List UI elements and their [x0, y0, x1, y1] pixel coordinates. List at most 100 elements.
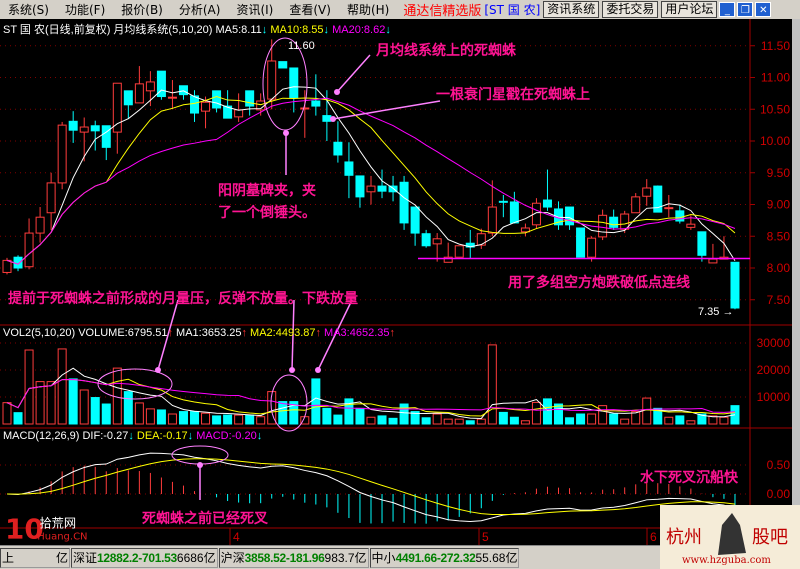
candle-up [432, 238, 442, 245]
annotation-volume: 提前于死蜘蛛之前形成的月量压，反弹不放量。下跌放量 [8, 291, 358, 307]
volume-bar [542, 398, 552, 425]
candle-up [112, 82, 122, 133]
status-sz[interactable]: 深证12882.2-701.536686亿 [71, 547, 218, 568]
volume-bar [344, 398, 354, 425]
chart-background [0, 19, 800, 545]
volume-header: VOL2(5,10,20) VOLUME:6795.51↑ MA1:3653.2… [3, 327, 395, 339]
status-zx[interactable]: 中小4491.66-272.3255.68亿 [369, 547, 520, 568]
annotation-macd-dead-cross: 死蜘蛛之前已经死叉 [142, 511, 268, 527]
kline-chart[interactable]: 11.50 11.00 10.50 10.00 9.50 9.00 8.50 8.00 7.50… [0, 19, 800, 545]
candle-up [35, 216, 45, 234]
menu-quote[interactable]: 报价(B) [121, 3, 163, 17]
forum-button[interactable]: 用户论坛 [661, 1, 718, 18]
annotation-arrow [291, 299, 295, 371]
volume-bar [377, 415, 387, 425]
candle-down [542, 199, 552, 208]
volume-bar [167, 413, 177, 425]
menu-view[interactable]: 查看(V) [289, 3, 331, 17]
minimize-icon[interactable]: _ [719, 2, 736, 17]
svg-text:www.hzguba.com: www.hzguba.com [682, 555, 771, 566]
candle-down [101, 125, 111, 148]
annotation-doji: 一根衰门星戳在死蜘蛛上 [436, 87, 590, 103]
volume-bar [410, 411, 420, 425]
volume-bar [212, 415, 222, 425]
volume-bar [498, 411, 508, 425]
candle-down [190, 95, 200, 114]
volume-bar [201, 412, 211, 425]
stock-name: [ST 国 农] [484, 3, 541, 17]
volume-bar [223, 414, 233, 425]
annotation-dead-spider: 月均线系统上的死蜘蛛 [376, 43, 516, 59]
volume-bar [333, 414, 343, 425]
dea-line [6, 458, 736, 516]
arrow-head-icon [330, 116, 336, 122]
candle-down [311, 100, 321, 107]
volume-bar [2, 402, 12, 425]
volume-bar [642, 397, 652, 425]
menu-function[interactable]: 功能(F) [64, 3, 106, 17]
candle-down [344, 161, 354, 176]
volume-bar [609, 413, 619, 425]
candle-down [289, 67, 299, 99]
candle-down [68, 120, 78, 131]
highlight-ellipse [262, 37, 308, 131]
highlight-ellipse [97, 368, 173, 400]
svg-text:股吧: 股吧 [752, 527, 788, 548]
volume-bar [686, 420, 696, 425]
candle-down [730, 261, 740, 309]
annotation-arrow [332, 100, 441, 120]
restore-icon[interactable]: ❐ [737, 2, 754, 17]
price-tick-label: 11.00 [761, 71, 790, 85]
volume-bar [708, 415, 718, 425]
annotation-tombstone-1: 阳阴墓碑夹，夹 [218, 183, 316, 199]
arrow-down-icon: ↓ [261, 24, 268, 36]
macd-tick-label: 0.00 [767, 487, 791, 501]
ma20-line [6, 97, 736, 265]
arrow-down-icon: ↓ [385, 24, 391, 36]
candle-down [223, 105, 233, 119]
volume-bar [565, 417, 575, 425]
candle-down [576, 227, 586, 258]
candle-down [609, 216, 619, 228]
ma5-readout: MA5:8.11 [215, 24, 262, 36]
candle-down [410, 206, 420, 234]
chart-title: ST 国 农(日线,前复权) 月均线系统(5,10,20) [3, 24, 213, 36]
candle-down [697, 231, 707, 256]
candle-up [145, 81, 155, 92]
high-price-label: 11.60 [288, 40, 315, 52]
vol-ma1-readout: MA1:3653.25 [176, 327, 242, 339]
annotation-breakdown: 用了多组空方炮跌破低点连线 [508, 275, 690, 291]
price-tick-label: 8.50 [767, 229, 791, 243]
vol-ma3-readout: MA3:4652.35 [324, 327, 390, 339]
menu-help[interactable]: 帮助(H) [346, 3, 390, 17]
volume-bar [278, 401, 288, 425]
candle-up [587, 237, 597, 258]
close-icon[interactable]: ✕ [755, 2, 772, 17]
volume-bar [620, 418, 630, 425]
candle-up [487, 206, 497, 234]
volume-bar [454, 418, 464, 425]
volume-bar [520, 420, 530, 425]
volume-bar [443, 418, 453, 425]
candle-down [399, 181, 409, 224]
trade-button[interactable]: 委托交易 [602, 1, 659, 18]
dea-readout: DEA:-0.17 [136, 430, 188, 442]
candle-up [686, 223, 696, 228]
volume-bar [355, 407, 365, 425]
info-system-button[interactable]: 资讯系统 [543, 1, 600, 18]
volume-bar [156, 409, 166, 425]
arrow-down-icon: ↓ [128, 430, 134, 442]
volume-bar [719, 416, 729, 425]
highlight-ellipse [270, 374, 308, 432]
status-sh[interactable]: 上 亿 [0, 547, 70, 568]
menu-system[interactable]: 系统(S) [8, 3, 49, 17]
menu-analysis[interactable]: 分析(A) [178, 3, 221, 17]
status-value: 4491.66-272.32 [395, 550, 476, 565]
candle-up [57, 124, 67, 184]
menu-info[interactable]: 资讯(I) [236, 3, 274, 17]
arrow-head-icon [334, 89, 340, 95]
status-hs[interactable]: 沪深3858.52-181.96983.7亿 [218, 547, 369, 568]
candle-up [708, 258, 718, 264]
candle-down [653, 185, 663, 213]
volume-bar [322, 407, 332, 425]
